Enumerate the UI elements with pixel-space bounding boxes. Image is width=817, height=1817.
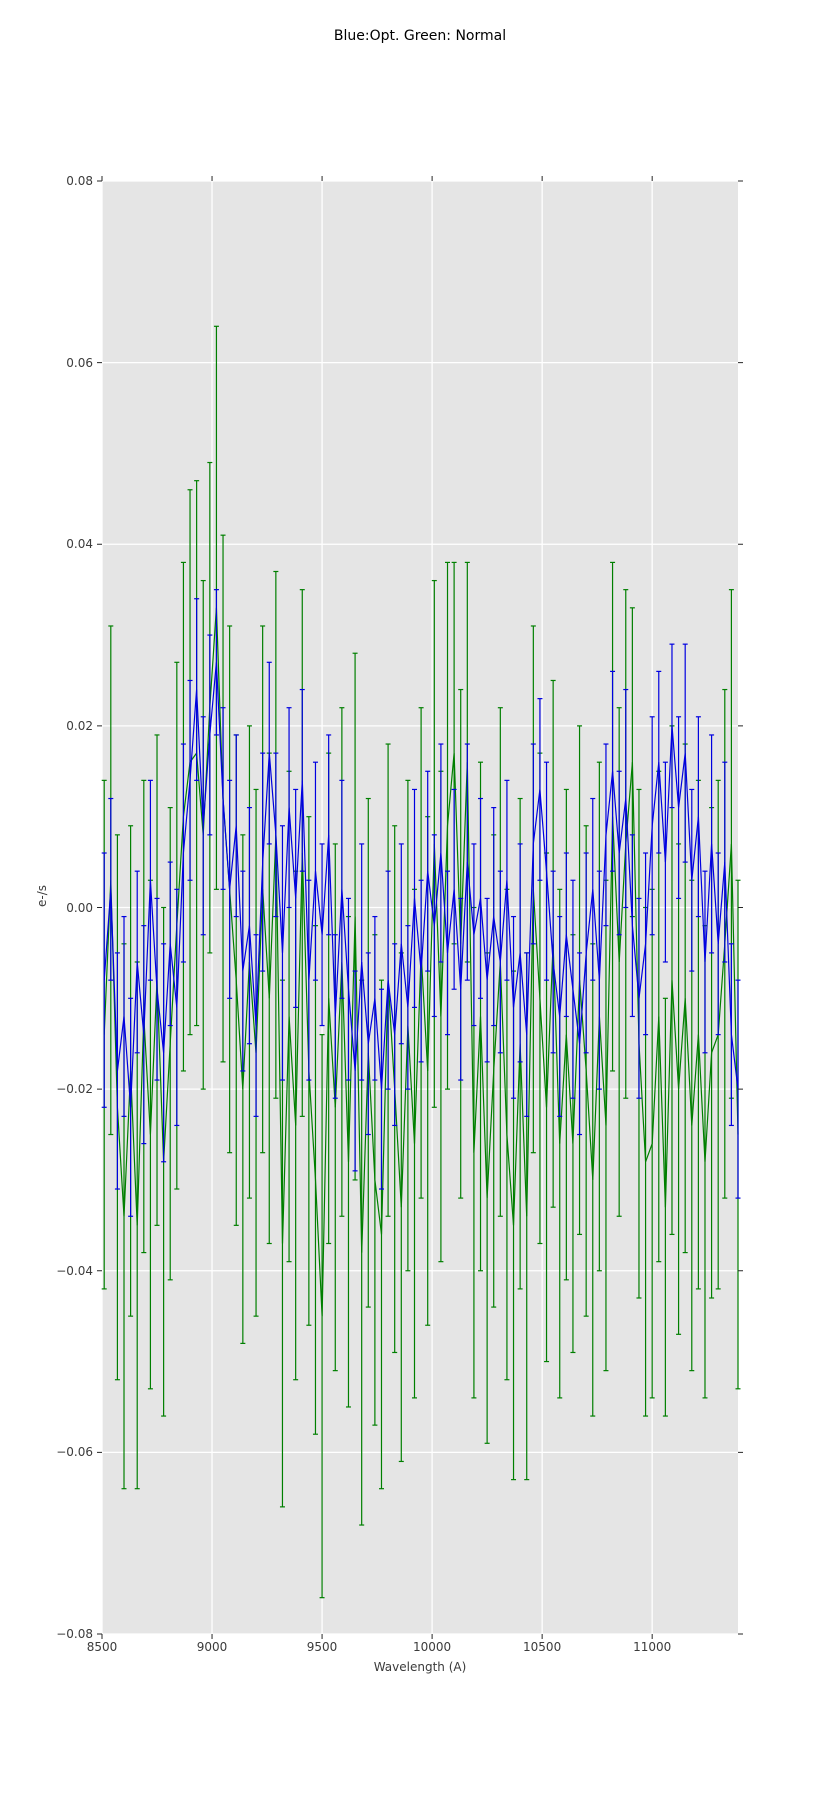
y-tick-label: 0.04 [66, 537, 93, 552]
chart-title: Blue:Opt. Green: Normal [333, 28, 507, 44]
x-axis-label: Wavelength (A) [373, 1660, 467, 1674]
y-tick-label: −0.06 [56, 1445, 93, 1460]
x-tick-label: 10500 [523, 1640, 562, 1654]
x-tick-label: 11000 [633, 1640, 672, 1654]
y-tick-label: 0.02 [66, 718, 93, 733]
x-tick-label: 8500 [86, 1640, 118, 1654]
y-axis-label: e-/s [35, 885, 49, 908]
x-tick-label: 9500 [306, 1640, 338, 1654]
y-tick-label: 0.06 [66, 355, 93, 370]
y-tick-label: −0.04 [56, 1263, 93, 1278]
x-tick-label: 10000 [413, 1640, 452, 1654]
y-tick-label: 0.00 [66, 900, 93, 915]
y-tick-label: −0.02 [56, 1082, 93, 1097]
y-tick-label: −0.08 [56, 1627, 93, 1641]
x-tick-label: 9000 [196, 1640, 228, 1654]
series-line-opt [103, 662, 739, 1108]
y-tick-label: 0.08 [66, 174, 93, 188]
